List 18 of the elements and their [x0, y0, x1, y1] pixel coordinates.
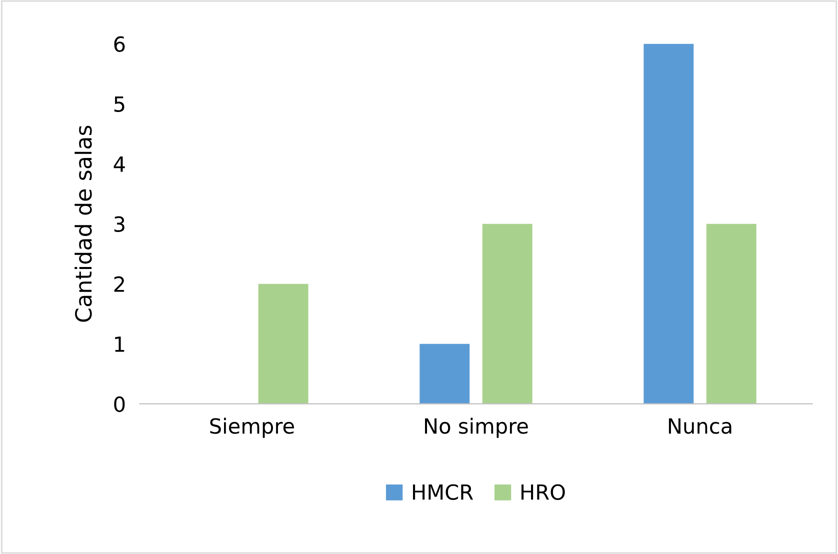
bar [420, 344, 470, 404]
y-tick-label: 4 [114, 156, 125, 172]
bar [706, 224, 756, 404]
bar [644, 44, 694, 404]
bar [482, 224, 532, 404]
legend-label: HMCR [413, 484, 474, 500]
y-tick-label: 5 [114, 96, 124, 112]
y-tick-label: 1 [115, 336, 124, 352]
legend-label: HRO [522, 484, 565, 500]
y-tick-label: 6 [114, 36, 125, 52]
x-tick-label: Nunca [668, 418, 732, 434]
y-tick-label: 0 [114, 396, 125, 412]
x-tick-label: No simpre [425, 418, 528, 438]
y-tick-label: 2 [114, 276, 124, 292]
bar [258, 284, 308, 404]
y-axis-title: Cantidad de salas [74, 126, 92, 322]
y-tick-label: 3 [114, 216, 124, 232]
x-tick-label: Siempre [210, 418, 294, 438]
